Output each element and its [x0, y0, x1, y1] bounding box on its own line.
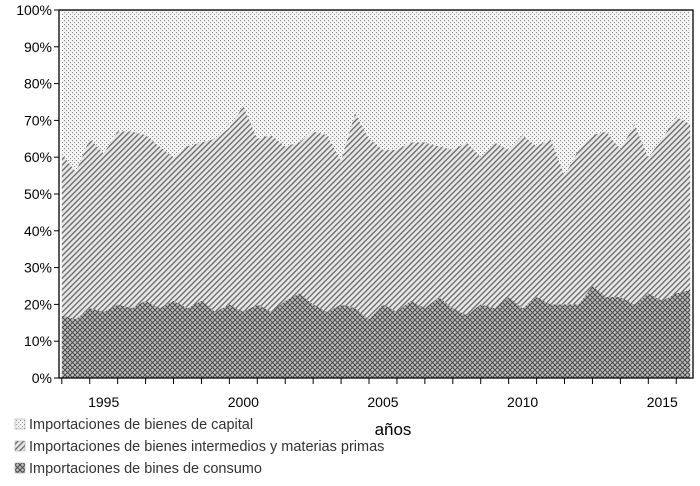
legend-label: Importaciones de bines de consumo: [29, 461, 262, 477]
x-axis-title: años: [375, 420, 412, 439]
legend-label: Importaciones de bienes de capital: [29, 417, 253, 433]
legend-swatch: [14, 440, 26, 452]
y-tick-label: 100%: [16, 2, 52, 18]
x-axis: 1995 2000 2005 2010 2015: [61, 378, 678, 410]
y-tick-label: 80%: [24, 76, 52, 92]
y-tick-label: 0%: [32, 370, 52, 386]
x-tick-label: 2010: [507, 394, 538, 410]
x-tick-label: 1995: [88, 394, 119, 410]
legend-swatch: [14, 462, 26, 474]
y-tick-label: 20%: [24, 296, 52, 312]
y-tick-label: 50%: [24, 186, 52, 202]
x-tick-label: 2015: [647, 394, 678, 410]
y-tick-label: 90%: [24, 39, 52, 55]
y-tick-label: 30%: [24, 260, 52, 276]
area-series-1: [61, 286, 691, 378]
y-tick-label: 70%: [24, 112, 52, 128]
x-tick-label: 2005: [367, 394, 398, 410]
y-tick-label: 60%: [24, 149, 52, 165]
y-axis: 0% 10% 20% 30% 40% 50% 60% 70% 80% 90% 100%: [16, 2, 59, 386]
plot-area: [58, 9, 694, 379]
legend: Importaciones de bienes de capital Import…: [14, 417, 384, 477]
legend-swatch: [14, 418, 26, 430]
area-series-2: [61, 105, 691, 320]
y-tick-label: 10%: [24, 333, 52, 349]
area-series-3: [61, 10, 691, 176]
y-tick-label: 40%: [24, 223, 52, 239]
x-tick-label: 2000: [228, 394, 259, 410]
legend-label: Importaciones de bienes intermedios y ma…: [29, 439, 384, 455]
